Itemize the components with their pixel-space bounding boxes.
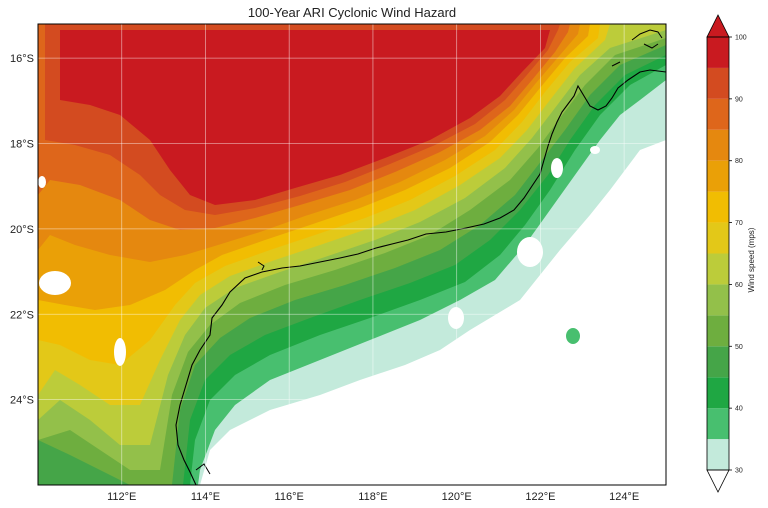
coastline-islands xyxy=(195,29,663,475)
colorbar-segment xyxy=(707,129,729,161)
colorbar-segment xyxy=(707,408,729,440)
y-ticks: 16°S 18°S 20°S 22°S 24°S xyxy=(10,53,34,406)
map-frame xyxy=(37,23,667,486)
colorbar-segment xyxy=(707,439,729,470)
band-95 xyxy=(60,30,550,205)
x-tick-label: 116°E xyxy=(275,491,304,503)
colorbar-segment xyxy=(707,377,729,409)
x-tick-label: 114°E xyxy=(191,491,220,503)
colorbar-segment xyxy=(707,67,729,99)
colorbar: 30 40 50 60 70 80 90 100 xyxy=(706,14,747,493)
y-tick-label: 16°S xyxy=(10,53,34,65)
colorbar-tick-label: 100 xyxy=(735,35,747,42)
colorbar-segment xyxy=(707,253,729,285)
colorbar-segment xyxy=(707,284,729,316)
colorbar-tick-label: 70 xyxy=(735,220,743,227)
x-tick-label: 122°E xyxy=(525,491,555,503)
x-tick-label: 124°E xyxy=(609,491,639,503)
colorbar-segment xyxy=(707,37,729,68)
colorbar-tick-label: 30 xyxy=(735,468,743,475)
colorbar-label: Wind speed (mps) xyxy=(747,227,756,292)
mask-patch xyxy=(566,328,580,344)
colorbar-extend-max xyxy=(706,14,730,38)
colorbar-tick-label: 90 xyxy=(735,96,743,103)
colorbar-segment xyxy=(707,315,729,347)
colorbar-tick-label: 40 xyxy=(735,406,743,413)
y-tick-label: 18°S xyxy=(10,139,34,151)
colorbar-segment xyxy=(707,98,729,130)
mask-patch xyxy=(590,146,600,154)
colorbar-frame xyxy=(706,36,730,471)
chart-title: 100-Year ARI Cyclonic Wind Hazard xyxy=(248,5,456,20)
map-area xyxy=(38,24,666,485)
colorbar-tick-label: 80 xyxy=(735,158,743,165)
colorbar-segment xyxy=(707,346,729,378)
x-tick-label: 120°E xyxy=(442,491,472,503)
colorbar-extend-min xyxy=(706,469,730,493)
colorbar-segment xyxy=(707,222,729,254)
x-ticks: 112°E 114°E 116°E 118°E 120°E 122°E 124°E xyxy=(107,491,639,503)
mask-patch xyxy=(517,237,543,267)
y-tick-label: 24°S xyxy=(10,395,34,407)
mask-patch xyxy=(39,271,71,295)
y-tick-label: 22°S xyxy=(10,309,34,321)
x-tick-label: 118°E xyxy=(358,491,387,503)
low-hazard-region xyxy=(330,230,666,485)
mask-patch xyxy=(551,158,563,178)
colorbar-segment xyxy=(707,160,729,192)
gridlines xyxy=(38,24,666,485)
colorbar-segment xyxy=(707,191,729,223)
y-tick-label: 20°S xyxy=(10,224,34,236)
colorbar-tick-label: 50 xyxy=(735,344,743,351)
mask-patch xyxy=(448,307,464,329)
mask-patch xyxy=(114,338,126,366)
colorbar-tick-label: 60 xyxy=(735,282,743,289)
mask-patch xyxy=(38,176,46,188)
x-tick-label: 112°E xyxy=(107,491,136,503)
coastline xyxy=(175,69,666,485)
